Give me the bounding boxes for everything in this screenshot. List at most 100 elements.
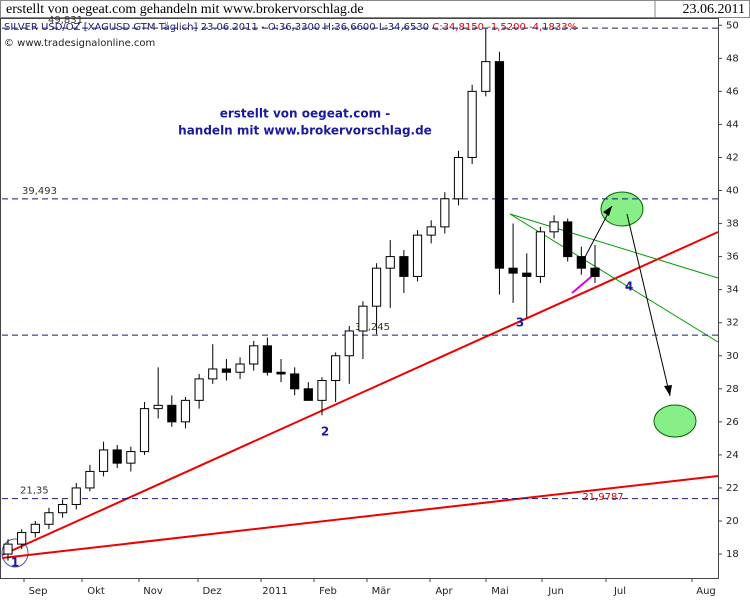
candle-body: [331, 355, 341, 382]
candle-body: [85, 470, 95, 489]
candle-body: [3, 543, 13, 555]
header-date: 23.06.2011: [683, 2, 745, 17]
candle-body: [221, 368, 232, 373]
target-circle: [653, 404, 697, 438]
y-tick-label: 30: [726, 351, 739, 362]
candle-body: [590, 267, 600, 277]
candle-body: [535, 231, 545, 277]
candle-body: [371, 267, 382, 307]
y-tick-label: 32: [726, 318, 739, 329]
level-label: 21,35: [20, 486, 49, 497]
candle-body: [276, 371, 286, 375]
y-tick-label: 44: [726, 119, 739, 130]
x-tick-label: Sep: [29, 586, 48, 597]
candle-body: [317, 380, 327, 401]
candle-body: [167, 404, 177, 423]
watermark-line: erstellt von oegeat.com -: [220, 107, 391, 121]
candle-body: [235, 363, 245, 373]
circle: [1, 538, 29, 568]
candle-body: [522, 272, 532, 277]
y-tick-label: 18: [726, 549, 739, 560]
candle-body: [563, 221, 573, 258]
info-change: C:34,8150 -1,5200 -4,1833%: [432, 22, 577, 33]
watermark-line: handeln mit www.brokervorschlag.de: [178, 124, 432, 138]
candle-body: [126, 451, 136, 464]
candle-body: [17, 532, 27, 545]
y-tick-label: 42: [726, 152, 739, 163]
candle-body: [262, 345, 272, 373]
candle-body: [208, 368, 218, 380]
point-label: 3: [516, 316, 524, 330]
target-circle: [600, 191, 644, 227]
x-tick-label: Mär: [372, 586, 392, 597]
x-tick-label: Okt: [87, 586, 105, 597]
info: SILVER USD/OZ [XAGUSD GTM Täglich] 23.06…: [4, 22, 577, 33]
trendline: [1, 475, 719, 559]
candle-body: [344, 330, 354, 357]
header-title: erstellt von oegeat.com gehandeln mit ww…: [6, 2, 364, 17]
x-tick-label: Dez: [202, 586, 221, 597]
candle-body: [139, 408, 150, 453]
x-tick-label: Apr: [435, 586, 453, 597]
info-text: SILVER USD/OZ [XAGUSD GTM Täglich] 23.06…: [4, 22, 429, 33]
x-tick-label: Aug: [696, 586, 716, 597]
x-tick-label: Nov: [143, 586, 163, 597]
candle-body: [249, 345, 259, 365]
candle-body: [467, 90, 477, 158]
x-tick-label: Jul: [613, 586, 626, 597]
candle-body: [576, 256, 586, 269]
y-tick-label: 46: [726, 86, 739, 97]
y-tick-label: 20: [726, 516, 739, 527]
y-tick-label: 24: [726, 450, 739, 461]
point-label: 1: [11, 556, 19, 570]
level-label: 31,245: [355, 322, 390, 333]
candle-body: [508, 267, 518, 274]
candle-body: [426, 226, 436, 236]
candle-body: [453, 156, 464, 200]
y-tick-label: 50: [726, 20, 739, 31]
candle-body: [412, 234, 423, 277]
plot-frame: [0, 18, 719, 579]
x-tick-label: Feb: [319, 586, 337, 597]
candle-body: [153, 404, 163, 410]
y-tick-label: 38: [726, 219, 739, 230]
level-label: 49,831: [48, 15, 83, 26]
candle-body: [358, 305, 368, 332]
candle-body: [494, 61, 505, 269]
candle-body: [440, 198, 450, 228]
y-tick-label: 22: [726, 483, 739, 494]
y-tick-label: 26: [726, 417, 739, 428]
level-label: 39,493: [22, 186, 57, 197]
candle-body: [303, 388, 313, 401]
arrow-head: [603, 206, 612, 216]
source: © www.tradesignalonline.com: [4, 38, 155, 49]
arrow-head: [664, 385, 672, 396]
point-label: 2: [321, 425, 329, 439]
candle-body: [194, 378, 204, 401]
candle-body: [385, 256, 395, 269]
candle-body: [98, 449, 109, 472]
trend-label: 21,9787: [582, 492, 623, 503]
arrow: [626, 213, 671, 397]
candle-body: [112, 449, 122, 464]
candle-body: [44, 512, 54, 525]
x-tick-label: Mai: [491, 586, 509, 597]
y-tick-label: 28: [726, 384, 739, 395]
candle-body: [481, 61, 491, 92]
candle-body: [290, 373, 300, 390]
trendline: [509, 213, 719, 279]
candle-body: [30, 523, 40, 534]
y-tick-label: 40: [726, 186, 739, 197]
candle-body: [58, 503, 68, 514]
candle-body: [399, 256, 409, 277]
candle-body: [71, 487, 81, 505]
point-label: 4: [625, 280, 633, 294]
y-tick-label: 36: [726, 252, 739, 263]
candle-body: [180, 399, 191, 423]
y-tick-label: 48: [726, 53, 739, 64]
x-tick-label: Jun: [547, 586, 564, 597]
y-tick-label: 34: [726, 285, 739, 296]
candle-body: [549, 221, 559, 233]
trendline: [1, 231, 719, 556]
